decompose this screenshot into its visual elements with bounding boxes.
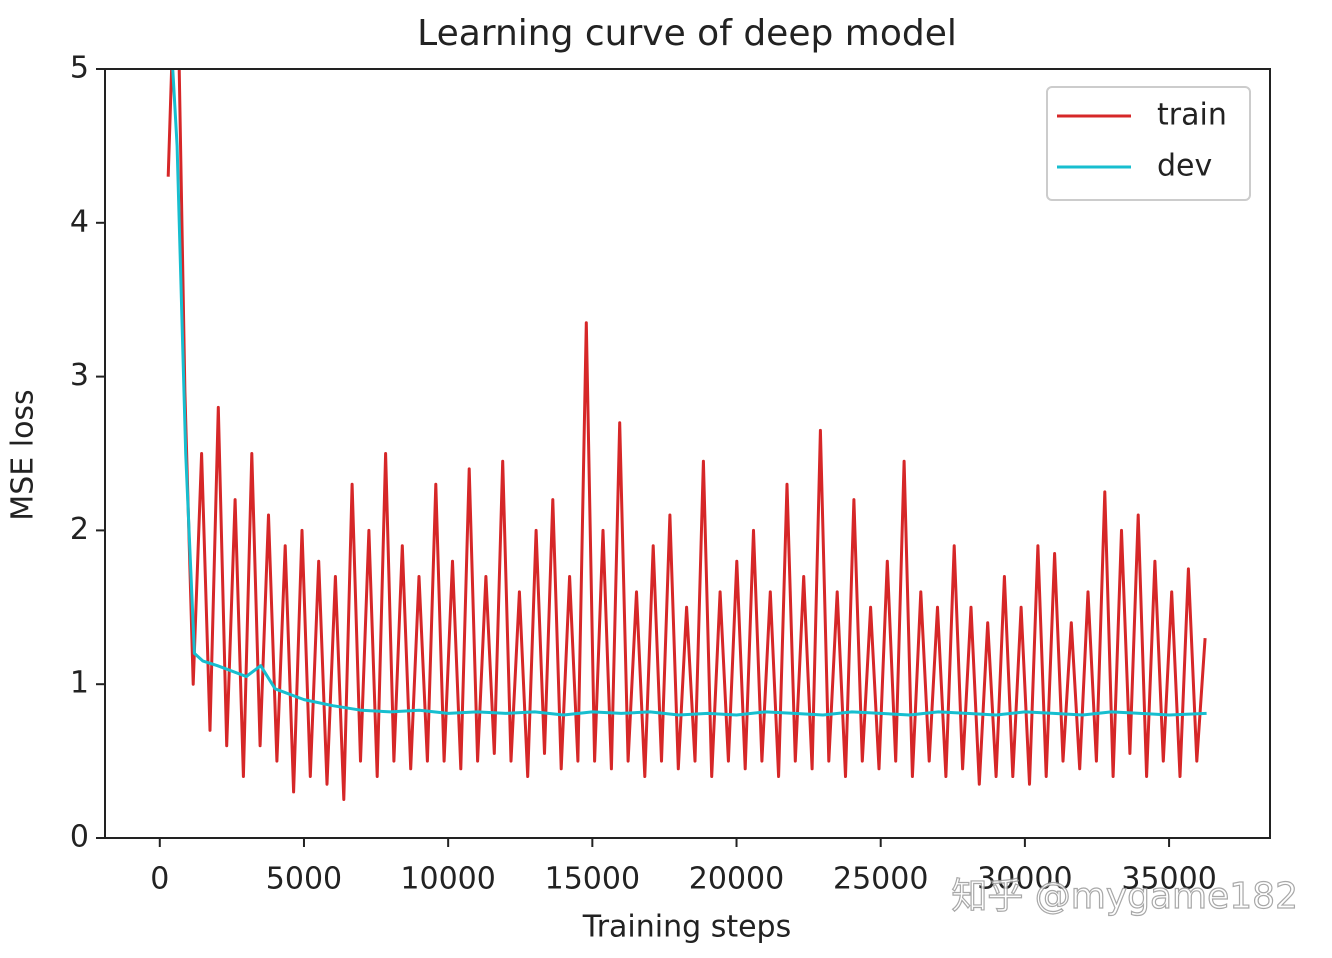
- y-tick-label: 2: [70, 512, 89, 547]
- x-axis-label: Training steps: [582, 910, 791, 945]
- x-tick-label: 20000: [689, 862, 784, 897]
- plot-area: [166, 69, 1207, 801]
- x-tick-label: 10000: [400, 862, 495, 897]
- x-tick-label: 0: [150, 862, 169, 897]
- legend-label: train: [1157, 98, 1227, 133]
- x-tick-label: 5000: [266, 862, 342, 897]
- x-tick-label: 35000: [1121, 862, 1216, 897]
- y-tick-label: 1: [70, 666, 89, 701]
- x-tick-label: 25000: [833, 862, 928, 897]
- plot-frame: [104, 68, 1271, 839]
- chart-title: Learning curve of deep model: [417, 13, 957, 54]
- line-series: [166, 69, 1207, 801]
- y-tick-label: 0: [70, 820, 89, 855]
- y-tick-label: 3: [70, 358, 89, 393]
- x-tick-label: 30000: [977, 862, 1072, 897]
- x-tick-label: 15000: [545, 862, 640, 897]
- watermark: 知乎 @mygame182: [951, 876, 1298, 917]
- y-axis-label: MSE loss: [6, 389, 41, 520]
- line-series: [171, 69, 1207, 717]
- legend-label: dev: [1157, 149, 1212, 184]
- y-tick-label: 4: [70, 204, 89, 239]
- y-tick-label: 5: [70, 51, 89, 86]
